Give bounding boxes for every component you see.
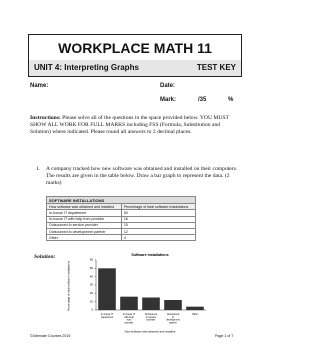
table-row: Other 4 (46, 234, 197, 242)
bar (142, 297, 160, 310)
table-title-row: SOFTWARE INSTALLATIONS (46, 195, 196, 205)
name-field: Name: (30, 83, 49, 89)
date-field: Date: (160, 83, 176, 89)
bar (98, 268, 116, 310)
y-tick-label: 40 (90, 274, 94, 278)
x-tick-label: In-house IT with help from provider (123, 313, 136, 324)
table-title: SOFTWARE INSTALLATIONS (46, 195, 196, 205)
question-number: 1. (36, 166, 41, 172)
y-tick-label: 50 (90, 266, 94, 270)
x-tick-label: Other (192, 313, 198, 316)
footer-left: ©Alternate Courses 2015 (30, 334, 71, 338)
x-tick-label: In-house IT department (101, 313, 114, 319)
question-text: A company tracked how new software was o… (46, 166, 238, 186)
instructions: Instructions: Please solve all of the qu… (30, 115, 242, 136)
mark-field: Mark: (160, 97, 177, 103)
unit-bar: UNIT 4: Interpreting Graphs TEST KEY (28, 60, 242, 77)
title: WORKPLACE MATH 11 (28, 34, 242, 62)
y-tick-label: 20 (90, 291, 94, 295)
y-tick-label: 0 (91, 308, 93, 312)
x-axis-label: How software was obtained and installed (125, 330, 176, 334)
unit-title: UNIT 4: Interpreting Graphs (34, 63, 139, 72)
y-tick-label: 30 (90, 283, 94, 287)
page: WORKPLACE MATH 11 UNIT 4: Interpreting G… (28, 34, 242, 338)
percent: % (228, 97, 234, 103)
chart-title: Software Installations (131, 253, 168, 257)
bar (186, 306, 204, 310)
chart: Software Installations How software was … (67, 253, 206, 334)
table-cell: 4 (120, 234, 197, 242)
footer-right: Page 1 of 7 (215, 334, 234, 338)
y-tick-label: 60 (90, 258, 94, 262)
bar (164, 300, 182, 310)
y-axis-label: Percentage of total software installatio… (67, 260, 71, 311)
test-key: TEST KEY (196, 63, 236, 72)
solution-label: Solution: (34, 254, 56, 260)
x-tick-label: Outsourced to development partner (166, 313, 180, 324)
data-table: SOFTWARE INSTALLATIONS How software was o… (46, 195, 197, 242)
instructions-label: Instructions: (30, 115, 61, 121)
table-cell: Other (46, 234, 122, 242)
instructions-text: Please solve all of the questions in the… (30, 115, 229, 135)
bar (120, 296, 138, 310)
x-tick-label: Outsourced to service provider (145, 313, 158, 322)
y-tick-label: 10 (90, 299, 94, 303)
mark-total: /35 (198, 97, 207, 103)
